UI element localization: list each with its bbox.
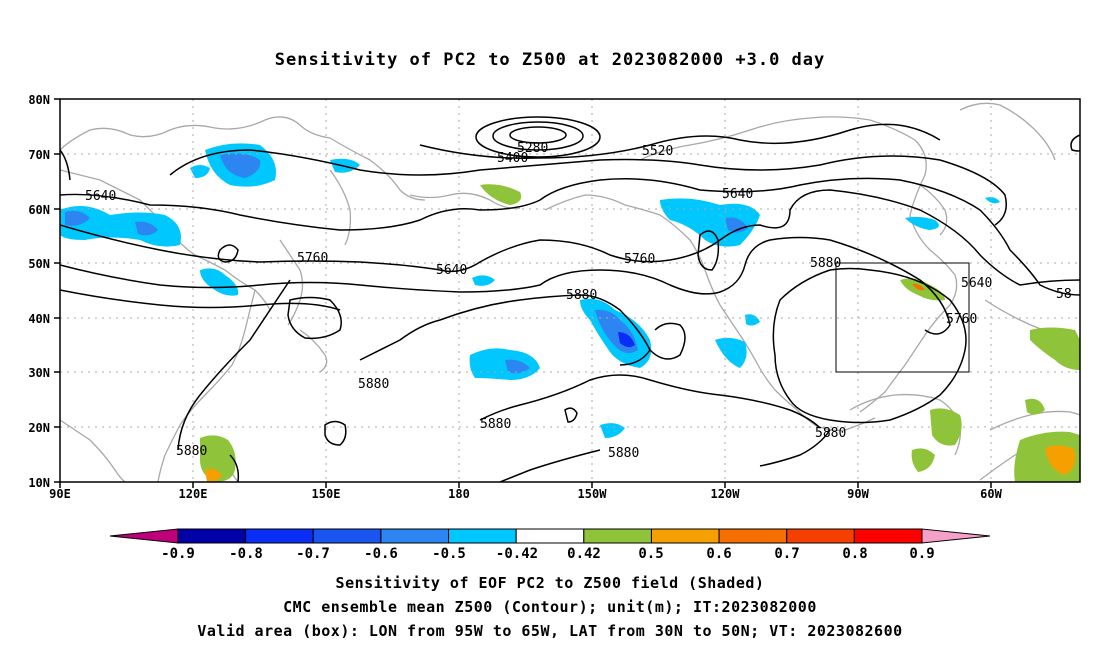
z500-contours (60, 116, 1080, 482)
colorbar-label: -0.5 (432, 546, 466, 562)
colorbar-label: -0.6 (364, 546, 398, 562)
lat-label: 60N (28, 203, 50, 217)
lat-label: 50N (28, 257, 50, 271)
contour-label: 5880 (480, 417, 511, 432)
contour-labels: 5280 5400 5520 5640 5640 5640 5640 5760 … (85, 141, 1072, 461)
contour-label: 5760 (946, 312, 977, 327)
contour-label: 5760 (624, 252, 655, 267)
colorbar-label: 0.5 (638, 546, 663, 562)
contour-label: 5280 (517, 141, 548, 156)
lat-label: 70N (28, 148, 50, 162)
contour-label: 5640 (961, 276, 992, 291)
colorbar-label: 0.9 (909, 546, 934, 562)
contour-label: 58 (1056, 287, 1072, 302)
colorbar-segment (245, 528, 314, 544)
colorbar-segment (312, 528, 382, 544)
contour-label: 5880 (810, 256, 841, 271)
axis-ticks (54, 98, 992, 488)
colorbar-label: -0.42 (496, 546, 538, 562)
colorbar-high-arrow (921, 528, 991, 544)
lon-label: 150E (312, 487, 341, 501)
contour-label: 5640 (436, 263, 467, 278)
contour-label: 5640 (722, 187, 753, 202)
lon-label: 60W (980, 487, 1002, 501)
contour-label: 5520 (642, 144, 673, 159)
sensitivity-shading (60, 143, 1080, 482)
colorbar-low-arrow (109, 528, 179, 544)
colorbar-segment (718, 528, 788, 544)
colorbar-segment (380, 528, 450, 544)
caption-line-1: Sensitivity of EOF PC2 to Z500 field (Sh… (335, 574, 765, 592)
colorbar (109, 528, 991, 544)
colorbar-segment (853, 528, 923, 544)
latitude-labels: 80N 70N 60N 50N 40N 30N 20N 10N (28, 93, 50, 490)
colorbar-label: -0.9 (161, 546, 195, 562)
lon-label: 90E (49, 487, 71, 501)
colorbar-label: 0.6 (706, 546, 731, 562)
colorbar-labels: -0.9 -0.8 -0.7 -0.6 -0.5 -0.42 0.42 0.5 … (161, 546, 935, 562)
contour-label: 5880 (815, 426, 846, 441)
contour-label: 5880 (176, 444, 207, 459)
lon-label: 180 (448, 487, 470, 501)
lon-label: 90W (847, 487, 869, 501)
lat-label: 30N (28, 366, 50, 380)
caption-line-2: CMC ensemble mean Z500 (Contour); unit(m… (283, 598, 817, 616)
colorbar-label: -0.7 (296, 546, 330, 562)
contour-label: 5760 (297, 251, 328, 266)
lat-label: 80N (28, 93, 50, 107)
lon-label: 120W (711, 487, 741, 501)
colorbar-label: 0.8 (842, 546, 867, 562)
colorbar-segment (515, 528, 585, 544)
lon-label: 150W (578, 487, 608, 501)
lat-label: 40N (28, 312, 50, 326)
lat-label: 10N (28, 476, 50, 490)
colorbar-label: -0.8 (229, 546, 263, 562)
contour-label: 5880 (566, 288, 597, 303)
colorbar-label: 0.42 (567, 546, 601, 562)
contour-label: 5880 (608, 446, 639, 461)
map-frame (59, 98, 1081, 483)
colorbar-segment (786, 528, 855, 544)
contour-label: 5640 (85, 189, 116, 204)
lon-label: 120E (179, 487, 208, 501)
longitude-labels: 90E 120E 150E 180 150W 120W 90W 60W (49, 487, 1002, 501)
colorbar-segment (650, 528, 720, 544)
valid-area-box (835, 262, 970, 373)
contour-label: 5400 (497, 151, 528, 166)
colorbar-segment (448, 528, 517, 544)
chart-title: Sensitivity of PC2 to Z500 at 2023082000… (274, 50, 826, 70)
colorbar-segment (177, 528, 247, 544)
colorbar-label: 0.7 (774, 546, 799, 562)
colorbar-segment (583, 528, 652, 544)
contour-label: 5880 (358, 377, 389, 392)
grid-lines (60, 99, 1080, 482)
caption-line-3: Valid area (box): LON from 95W to 65W, L… (197, 622, 903, 640)
lat-label: 20N (28, 421, 50, 435)
